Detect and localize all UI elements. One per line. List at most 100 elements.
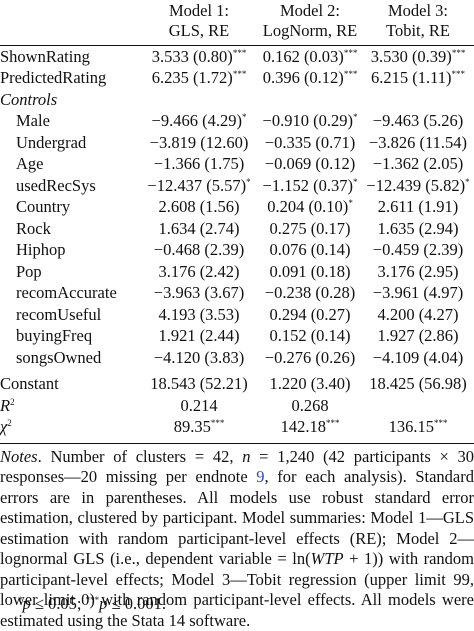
table-row: songsOwned−4.120 (3.83)−0.276 (0.26)−4.1… (0, 347, 474, 369)
row-label: Constant (0, 374, 140, 396)
value-cell: −3.819 (12.60) (140, 132, 258, 154)
rule-cell (258, 438, 362, 444)
value-cell: −0.276 (0.26) (258, 347, 362, 369)
sig-mark: *** (344, 48, 358, 58)
footnote-text: ≤ 0.05; (31, 594, 86, 613)
notes-label: Notes (0, 447, 38, 466)
value-cell (362, 395, 474, 417)
value-cell: 1.634 (2.74) (140, 218, 258, 240)
value-cell: −1.366 (1.75) (140, 154, 258, 176)
estimate: 3.176 (2.42) (158, 262, 239, 281)
estimate: −4.120 (3.83) (154, 348, 244, 367)
estimate: −3.819 (12.60) (150, 133, 249, 152)
value-cell: 0.204 (0.10)* (258, 197, 362, 219)
estimate: −9.463 (5.26) (373, 111, 463, 130)
sig-mark: *** (434, 418, 448, 428)
footnote-var: p (23, 594, 31, 613)
value-cell: −0.910 (0.29)* (258, 111, 362, 133)
estimate: −3.963 (3.67) (154, 283, 244, 302)
estimate: 3.176 (2.95) (377, 262, 458, 281)
row-label: Undergrad (0, 132, 140, 154)
row-label-text: buyingFreq (16, 326, 92, 345)
value-cell: 136.15*** (362, 417, 474, 439)
sig-mark: * (348, 198, 353, 208)
estimate: −0.910 (0.29) (263, 111, 353, 130)
estimate: 1.220 (3.40) (269, 374, 350, 393)
table-row: Age−1.366 (1.75)−0.069 (0.12)−1.362 (2.0… (0, 154, 474, 176)
row-label: recomAccurate (0, 283, 140, 305)
value-cell: 2.611 (1.91) (362, 197, 474, 219)
value-cell: 0.152 (0.14) (258, 326, 362, 348)
row-label-sup: 2 (7, 418, 12, 428)
estimate: −12.437 (5.57) (147, 176, 246, 195)
value-cell: 1.927 (2.86) (362, 326, 474, 348)
value-cell: 0.294 (0.27) (258, 304, 362, 326)
estimate: 0.294 (0.27) (269, 305, 350, 324)
row-label-text: Male (16, 111, 50, 130)
sig-mark: * (246, 177, 251, 187)
estimate: 0.076 (0.14) (269, 240, 350, 259)
table-row: recomAccurate−3.963 (3.67)−0.238 (0.28)−… (0, 283, 474, 305)
sig-mark: *** (326, 418, 340, 428)
estimate: 0.268 (291, 396, 328, 415)
estimate: 1.634 (2.74) (158, 219, 239, 238)
sig-mark: * (353, 177, 358, 187)
value-cell: 1.921 (2.44) (140, 326, 258, 348)
estimate: 2.611 (1.91) (378, 197, 459, 216)
row-label: χ2 (0, 417, 140, 439)
estimate: −0.069 (0.12) (265, 154, 355, 173)
estimate: −1.152 (0.37) (263, 176, 353, 195)
estimate: −0.459 (2.39) (373, 240, 463, 259)
estimate: 0.091 (0.18) (269, 262, 350, 281)
estimate: 0.396 (0.12) (263, 68, 344, 87)
endnote-link[interactable]: 9 (256, 467, 264, 486)
estimate: 1.927 (2.86) (377, 326, 458, 345)
row-label: recomUseful (0, 304, 140, 326)
estimate: 18.543 (52.21) (150, 374, 248, 393)
header-cell (0, 20, 140, 40)
value-cell: 0.396 (0.12)*** (258, 68, 362, 90)
value-cell: 0.076 (0.14) (258, 240, 362, 262)
value-cell: −3.826 (11.54) (362, 132, 474, 154)
value-cell: 0.214 (140, 395, 258, 417)
footnote-text: ≤ 0.001. (107, 594, 166, 613)
sig-mark: *** (233, 48, 247, 58)
value-cell: 0.275 (0.17) (258, 218, 362, 240)
notes-text: . Number of clusters = 42, (38, 447, 243, 466)
estimate: −0.335 (0.71) (265, 133, 355, 152)
estimate: −1.366 (1.75) (154, 154, 244, 173)
table-row: Undergrad −3.819 (12.60) −0.335 (0.71) −3.8… (0, 132, 474, 154)
row-label: PredictedRating (0, 68, 140, 90)
value-cell: 89.35*** (140, 417, 258, 439)
row-label-text: recomUseful (16, 305, 101, 324)
value-cell: 2.608 (1.56) (140, 197, 258, 219)
sig-mark: * (242, 112, 247, 122)
value-cell: −9.466 (4.29)* (140, 111, 258, 133)
row-label-text: Undergrad (16, 133, 86, 152)
row-label-text: Age (16, 154, 44, 173)
column-header: GLS, RE (140, 20, 258, 40)
table-row: Model 1:Model 2:Model 3: (0, 0, 474, 20)
empty-cell (362, 89, 474, 111)
row-label-text: Pop (16, 262, 42, 281)
table-row: usedRecSys−12.437 (5.57)*−1.152 (0.37)*−… (0, 175, 474, 197)
value-cell: −0.335 (0.71) (258, 132, 362, 154)
row-label: Pop (0, 261, 140, 283)
value-cell: −0.238 (0.28) (258, 283, 362, 305)
estimate: 89.35 (174, 417, 211, 436)
value-cell: 0.162 (0.03)*** (258, 46, 362, 68)
value-cell: 6.215 (1.11)*** (362, 68, 474, 90)
value-cell: −4.120 (3.83) (140, 347, 258, 369)
table-row: Hiphop−0.468 (2.39)0.076 (0.14)−0.459 (2… (0, 240, 474, 262)
rule-cell (362, 438, 474, 444)
table-row (0, 438, 474, 444)
sig-mark: *** (211, 418, 225, 428)
value-cell: 3.176 (2.95) (362, 261, 474, 283)
value-cell: 3.176 (2.42) (140, 261, 258, 283)
estimate: −0.238 (0.28) (265, 283, 355, 302)
value-cell: 0.091 (0.18) (258, 261, 362, 283)
